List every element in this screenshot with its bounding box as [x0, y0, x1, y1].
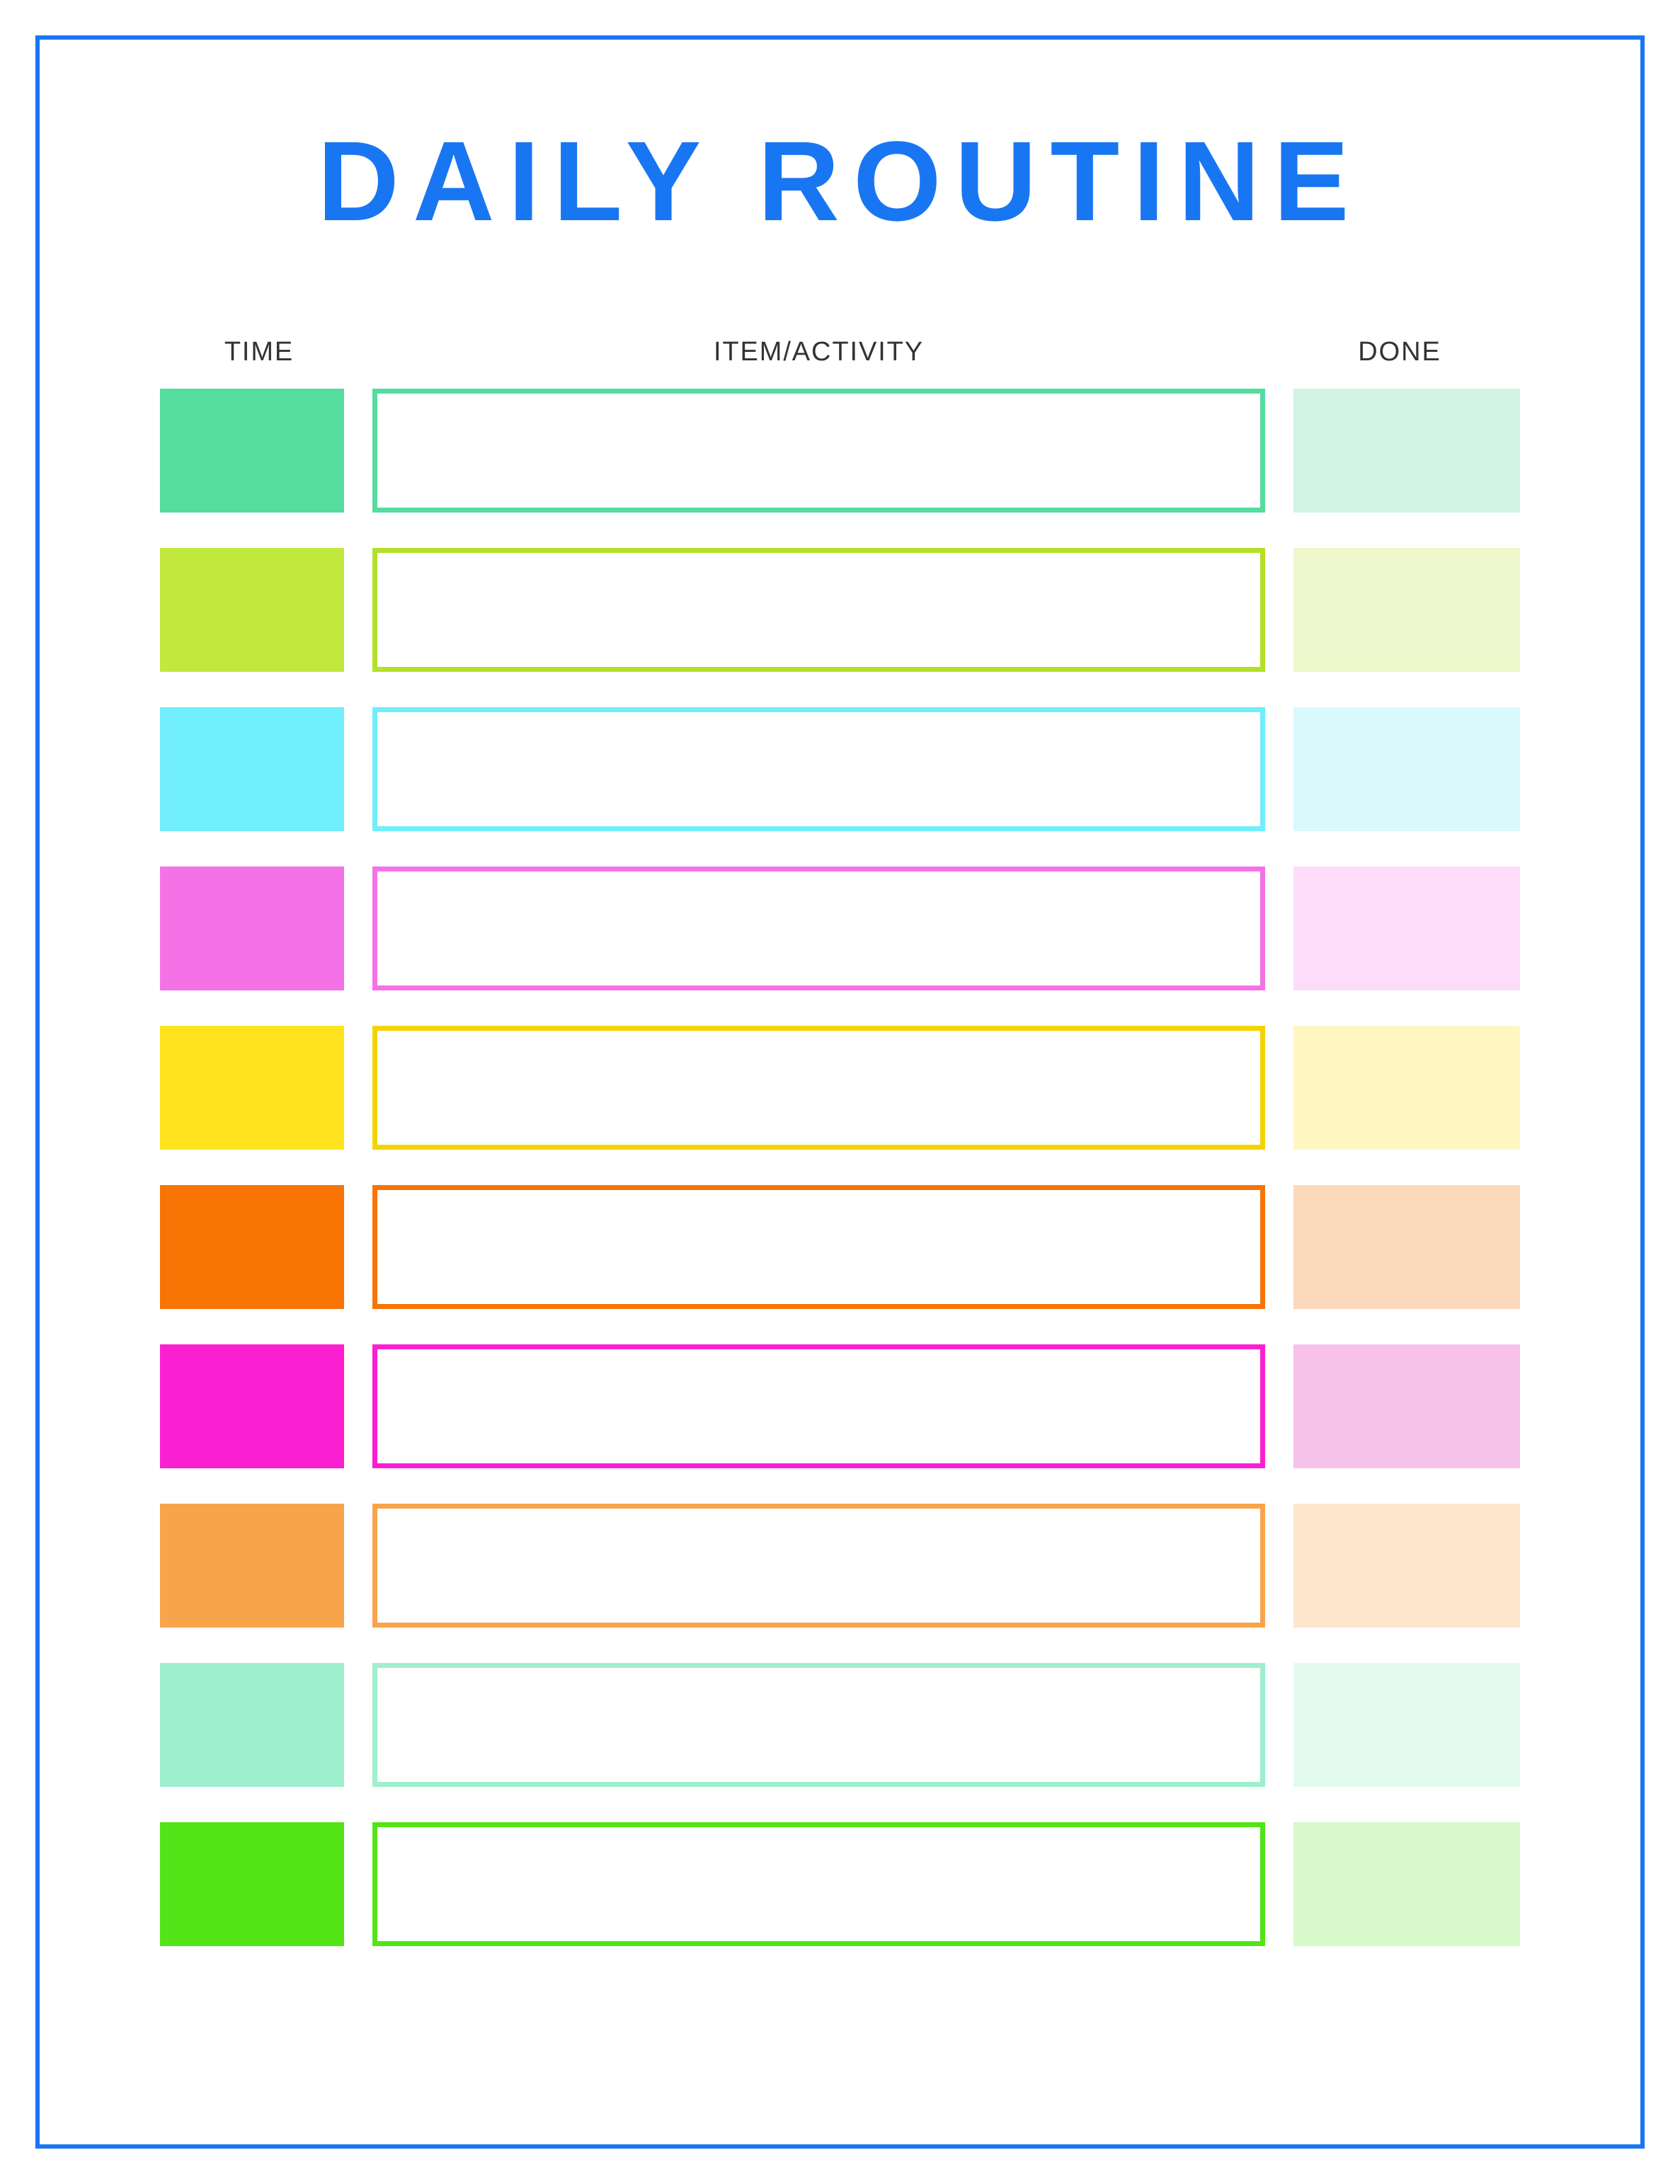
- done-box[interactable]: [1293, 548, 1520, 672]
- routine-row: [160, 1822, 1520, 1946]
- activity-box[interactable]: [372, 1663, 1265, 1787]
- routine-row: [160, 867, 1520, 990]
- activity-box[interactable]: [372, 867, 1265, 990]
- activity-box[interactable]: [372, 389, 1265, 513]
- activity-box[interactable]: [372, 707, 1265, 831]
- done-box[interactable]: [1293, 867, 1520, 990]
- header-done: DONE: [1286, 337, 1513, 367]
- routine-row: [160, 1663, 1520, 1787]
- column-headers: TIME ITEM/ACTIVITY DONE: [160, 337, 1520, 367]
- activity-box[interactable]: [372, 1026, 1265, 1150]
- time-box[interactable]: [160, 1504, 344, 1628]
- routine-row: [160, 389, 1520, 513]
- rows-container: [160, 389, 1520, 1946]
- time-box[interactable]: [160, 1026, 344, 1150]
- activity-box[interactable]: [372, 1822, 1265, 1946]
- page: DAILY ROUTINE TIME ITEM/ACTIVITY DONE: [0, 0, 1680, 2184]
- activity-box[interactable]: [372, 1185, 1265, 1309]
- header-time: TIME: [167, 337, 351, 367]
- time-box[interactable]: [160, 1663, 344, 1787]
- done-box[interactable]: [1293, 1185, 1520, 1309]
- page-title: DAILY ROUTINE: [160, 125, 1520, 238]
- done-box[interactable]: [1293, 1504, 1520, 1628]
- routine-row: [160, 1026, 1520, 1150]
- header-activity: ITEM/ACTIVITY: [379, 337, 1258, 367]
- time-box[interactable]: [160, 1185, 344, 1309]
- done-box[interactable]: [1293, 1822, 1520, 1946]
- activity-box[interactable]: [372, 1344, 1265, 1468]
- routine-row: [160, 548, 1520, 672]
- done-box[interactable]: [1293, 707, 1520, 831]
- time-box[interactable]: [160, 1344, 344, 1468]
- done-box[interactable]: [1293, 1344, 1520, 1468]
- time-box[interactable]: [160, 707, 344, 831]
- activity-box[interactable]: [372, 548, 1265, 672]
- frame: DAILY ROUTINE TIME ITEM/ACTIVITY DONE: [35, 35, 1645, 2149]
- time-box[interactable]: [160, 389, 344, 513]
- time-box[interactable]: [160, 548, 344, 672]
- routine-row: [160, 1344, 1520, 1468]
- routine-row: [160, 1504, 1520, 1628]
- done-box[interactable]: [1293, 389, 1520, 513]
- time-box[interactable]: [160, 1822, 344, 1946]
- done-box[interactable]: [1293, 1026, 1520, 1150]
- time-box[interactable]: [160, 867, 344, 990]
- done-box[interactable]: [1293, 1663, 1520, 1787]
- routine-row: [160, 707, 1520, 831]
- routine-row: [160, 1185, 1520, 1309]
- activity-box[interactable]: [372, 1504, 1265, 1628]
